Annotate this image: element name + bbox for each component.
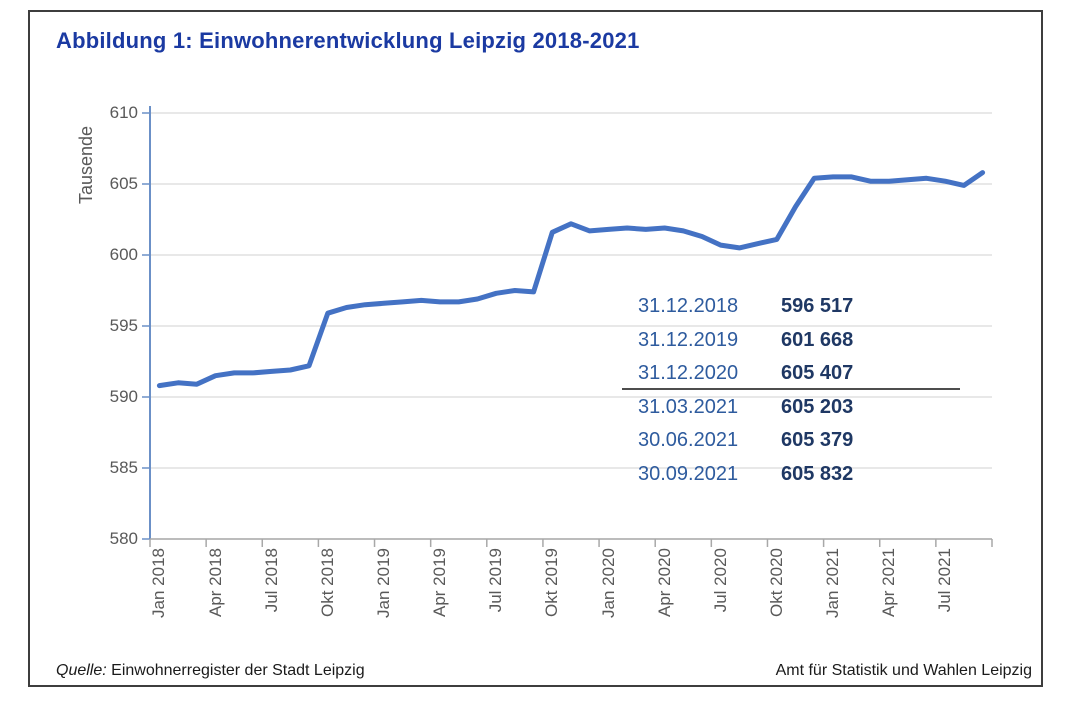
source-label: Quelle: [56,662,107,679]
y-tick-label: 595 [109,316,138,335]
x-tick-label: Jan 2018 [149,548,168,618]
table-date: 31.12.2018 [638,295,739,318]
table-row: 31.12.2019 601 668 [638,324,908,358]
table-value: 605 379 [781,429,854,452]
table-date: 30.09.2021 [638,462,739,485]
table-date: 31.12.2019 [638,328,739,351]
table-date: 31.03.2021 [638,395,739,418]
x-tick-label: Jul 2020 [711,548,730,613]
y-axis-unit-label: Tausende [76,125,96,205]
x-tick-label: Apr 2020 [655,548,674,617]
table-date: 30.06.2021 [638,429,739,452]
table-date: 31.12.2020 [638,362,739,385]
source-note: Quelle: Einwohnerregister der Stadt Leip… [56,662,365,680]
figure-title: Abbildung 1: Einwohnerentwicklung Leipzi… [56,28,640,53]
table-row: 31.03.2021 605 203 [638,391,908,425]
source-text: Einwohnerregister der Stadt Leipzig [111,662,365,679]
x-tick-label: Okt 2018 [318,548,337,617]
x-tick-label: Okt 2019 [542,548,561,617]
table-row: 31.12.2020 605 407 [638,357,908,391]
y-tick-label: 600 [109,245,138,264]
figure-border [28,10,1043,687]
y-tick-label: 580 [109,529,138,548]
x-tick-label: Apr 2019 [430,548,449,617]
x-tick-label: Jan 2019 [374,548,393,618]
table-divider-line [622,388,960,390]
x-tick-label: Jul 2018 [262,548,281,613]
y-tick-label: 610 [109,103,138,122]
x-tick-label: Jul 2019 [486,548,505,613]
y-tick-label: 590 [109,387,138,406]
x-tick-label: Jul 2021 [935,548,954,613]
table-value: 605 832 [781,462,854,485]
attribution: Amt für Statistik und Wahlen Leipzig [775,662,1032,679]
table-value: 605 203 [781,395,854,418]
table-row: 30.06.2021 605 379 [638,424,908,458]
table-value: 601 668 [781,328,854,351]
table-row: 31.12.2018 596 517 [638,290,908,324]
x-tick-label: Apr 2021 [879,548,898,617]
x-tick-label: Okt 2020 [767,548,786,617]
annotation-table: 31.12.2018 596 517 31.12.2019 601 668 31… [638,290,908,491]
y-tick-label: 585 [109,458,138,477]
table-value: 605 407 [781,362,854,385]
table-value: 596 517 [781,295,854,318]
y-tick-label: 605 [109,174,138,193]
x-tick-label: Jan 2021 [823,548,842,618]
table-row: 30.09.2021 605 832 [638,458,908,492]
x-tick-label: Apr 2018 [206,548,225,617]
x-tick-label: Jan 2020 [599,548,618,618]
